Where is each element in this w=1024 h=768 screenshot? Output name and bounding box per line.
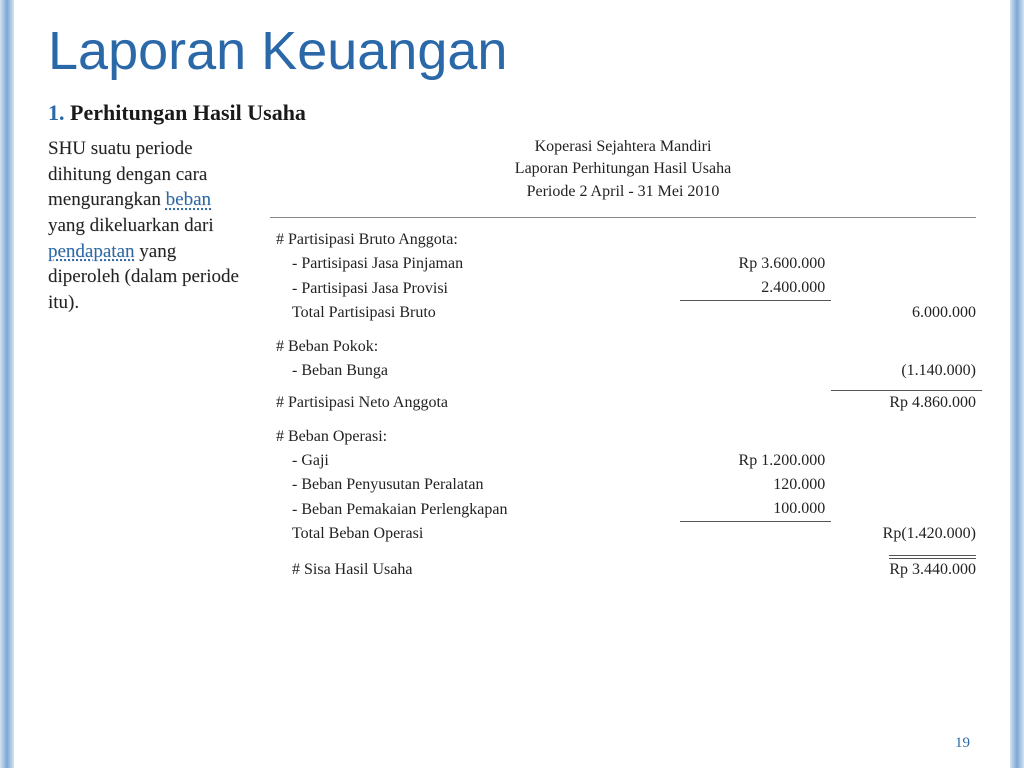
spacer-row xyxy=(264,546,982,558)
spacer-row xyxy=(264,383,982,391)
subtitle-text: Perhitungan Hasil Usaha xyxy=(70,100,306,125)
financial-report: Koperasi Sejahtera Mandiri Laporan Perhi… xyxy=(264,136,982,582)
line-item-amount: (1.140.000) xyxy=(831,359,982,383)
neto-amount: Rp 4.860.000 xyxy=(831,391,982,416)
table-row: - Partisipasi Jasa Pinjaman Rp 3.600.000 xyxy=(264,252,982,276)
section-title-beban-operasi: # Beban Operasi: xyxy=(264,425,680,449)
table-row: - Beban Pemakaian Perlengkapan 100.000 xyxy=(264,497,982,522)
line-item-label: - Beban Pemakaian Perlengkapan xyxy=(264,497,680,522)
section-subtitle: 1. Perhitungan Hasil Usaha xyxy=(48,100,982,126)
line-item-label: - Gaji xyxy=(264,449,680,473)
line-item-amount: 120.000 xyxy=(680,473,831,497)
section-title-bruto: # Partisipasi Bruto Anggota: xyxy=(264,228,680,252)
total-label: Total Beban Operasi xyxy=(264,522,680,546)
shu-label: # Sisa Hasil Usaha xyxy=(264,558,680,582)
line-item-label: - Beban Penyusutan Peralatan xyxy=(264,473,680,497)
table-row: # Partisipasi Bruto Anggota: xyxy=(264,228,982,252)
table-row: # Sisa Hasil Usaha Rp 3.440.000 xyxy=(264,558,982,582)
line-item-amount: 2.400.000 xyxy=(680,276,831,301)
spacer-row xyxy=(264,325,982,335)
table-row: - Partisipasi Jasa Provisi 2.400.000 xyxy=(264,276,982,301)
total-amount: 6.000.000 xyxy=(831,301,982,325)
desc-highlight-pendapatan: pendapatan xyxy=(48,241,135,262)
total-amount: Rp(1.420.000) xyxy=(831,522,982,546)
report-divider xyxy=(270,217,976,218)
neto-label: # Partisipasi Neto Anggota xyxy=(264,391,680,416)
line-item-amount: Rp 1.200.000 xyxy=(680,449,831,473)
content-row: SHU suatu periode dihitung dengan cara m… xyxy=(48,136,982,582)
section-title-beban-pokok: # Beban Pokok: xyxy=(264,335,680,359)
description-text: SHU suatu periode dihitung dengan cara m… xyxy=(48,136,246,582)
table-row: - Beban Bunga (1.140.000) xyxy=(264,359,982,383)
subtitle-number: 1. xyxy=(48,100,65,125)
line-item-amount: Rp 3.600.000 xyxy=(680,252,831,276)
table-row: # Beban Pokok: xyxy=(264,335,982,359)
report-header: Koperasi Sejahtera Mandiri Laporan Perhi… xyxy=(264,136,982,203)
line-item-label: - Beban Bunga xyxy=(264,359,680,383)
page-number: 19 xyxy=(955,735,970,752)
report-header-line2: Laporan Perhitungan Hasil Usaha xyxy=(264,158,982,180)
total-label: Total Partisipasi Bruto xyxy=(264,301,680,325)
slide-border-right xyxy=(1010,0,1024,768)
report-table: # Partisipasi Bruto Anggota: - Partisipa… xyxy=(264,228,982,582)
table-row: - Gaji Rp 1.200.000 xyxy=(264,449,982,473)
slide-border-left xyxy=(0,0,14,768)
slide-content: Laporan Keuangan 1. Perhitungan Hasil Us… xyxy=(14,0,1010,768)
shu-amount: Rp 3.440.000 xyxy=(831,558,982,582)
table-row: # Beban Operasi: xyxy=(264,425,982,449)
report-header-line1: Koperasi Sejahtera Mandiri xyxy=(264,136,982,158)
page-title: Laporan Keuangan xyxy=(48,20,982,82)
line-item-label: - Partisipasi Jasa Pinjaman xyxy=(264,252,680,276)
table-row: Total Beban Operasi Rp(1.420.000) xyxy=(264,522,982,546)
table-row: # Partisipasi Neto Anggota Rp 4.860.000 xyxy=(264,391,982,416)
table-row: - Beban Penyusutan Peralatan 120.000 xyxy=(264,473,982,497)
report-header-line3: Periode 2 April - 31 Mei 2010 xyxy=(264,181,982,203)
line-item-label: - Partisipasi Jasa Provisi xyxy=(264,276,680,301)
line-item-amount: 100.000 xyxy=(680,497,831,522)
desc-highlight-beban: beban xyxy=(166,189,211,210)
spacer-row xyxy=(264,415,982,425)
desc-part2: yang dikeluarkan dari xyxy=(48,215,214,236)
table-row: Total Partisipasi Bruto 6.000.000 xyxy=(264,301,982,325)
